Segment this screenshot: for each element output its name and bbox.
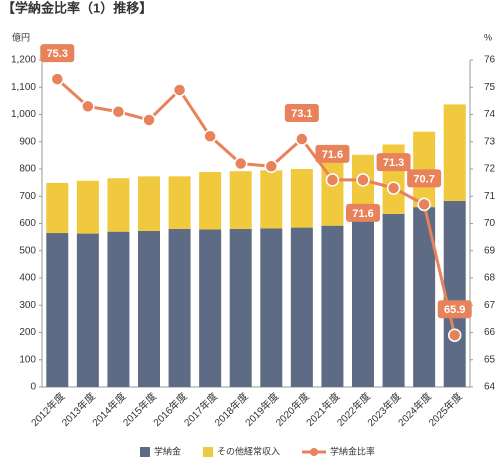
point [417, 197, 431, 212]
bar [107, 178, 130, 232]
bar [46, 233, 69, 387]
data-label: 71.6 [322, 149, 343, 161]
bar [199, 171, 222, 230]
bar [443, 200, 466, 387]
y-tick-label: 100 [19, 354, 36, 365]
y-tick-label: 800 [19, 164, 36, 175]
y-tick-label: 900 [19, 136, 36, 147]
x-tick-label: 2025年度 [426, 390, 465, 429]
bar [199, 229, 222, 387]
bar [290, 169, 313, 228]
y-tick-label: 600 [19, 218, 36, 229]
y2-tick-label: 70 [484, 218, 496, 229]
bar [352, 220, 374, 387]
y-tick-label: 1,000 [11, 109, 36, 120]
label-box [407, 169, 442, 188]
label-box [437, 300, 472, 319]
point [50, 72, 65, 86]
label-box [284, 104, 319, 123]
point [356, 173, 370, 187]
label-box [315, 144, 350, 163]
bar [107, 231, 130, 387]
y-tick-label: 1,100 [11, 82, 36, 93]
bar [413, 131, 436, 208]
point [386, 181, 401, 195]
bar [290, 227, 313, 387]
legend-label: 学納金 [154, 445, 181, 456]
data-label: 71.6 [352, 208, 373, 220]
point [111, 105, 126, 119]
point [172, 83, 187, 97]
y2-tick-label: 68 [484, 273, 496, 284]
point [325, 173, 340, 187]
bar [321, 225, 344, 387]
y2-axis-label: % [484, 32, 492, 42]
bar [76, 233, 99, 387]
label-box [346, 203, 380, 222]
data-label: 70.7 [413, 173, 434, 185]
y2-tick-label: 66 [484, 327, 496, 338]
y-tick-label: 200 [19, 327, 36, 338]
point [233, 156, 248, 171]
legend-label: 学納金比率 [330, 445, 375, 456]
bar [168, 176, 191, 229]
legend-swatch [140, 447, 150, 457]
y2-tick-label: 65 [484, 354, 496, 365]
y-tick-label: 300 [19, 300, 36, 311]
y2-tick-label: 72 [484, 164, 496, 175]
point [203, 129, 217, 144]
y-tick-label: 400 [19, 273, 36, 284]
data-label: 75.3 [47, 48, 68, 60]
bar [76, 180, 99, 234]
bar [260, 228, 283, 387]
y-axis-label: 億円 [12, 31, 30, 42]
legend-swatch [203, 447, 214, 457]
y2-tick-label: 64 [484, 382, 496, 393]
legend-swatch [310, 448, 319, 456]
bar [443, 104, 466, 201]
point [295, 132, 309, 146]
label-box [40, 44, 75, 63]
point [447, 328, 462, 342]
y2-tick-label: 74 [484, 109, 496, 120]
y2-tick-label: 69 [484, 245, 496, 256]
y2-tick-label: 76 [484, 55, 496, 66]
y-tick-label: 0 [30, 382, 36, 393]
y2-tick-label: 67 [484, 300, 496, 311]
bar [138, 176, 160, 231]
bar [168, 228, 191, 387]
bar [138, 230, 160, 387]
y-tick-label: 700 [19, 191, 36, 202]
y-tick-label: 1,200 [11, 55, 36, 66]
bar [413, 207, 436, 387]
y-tick-label: 500 [19, 245, 36, 256]
chart-title: 【学納金比率（1）推移】 [2, 0, 152, 15]
bar [229, 228, 252, 387]
point [264, 159, 279, 174]
y2-tick-label: 71 [484, 191, 496, 202]
y2-tick-label: 73 [484, 136, 496, 147]
label-box [376, 153, 411, 172]
data-label: 65.9 [444, 304, 465, 316]
bar [46, 182, 69, 234]
bar [260, 170, 283, 229]
legend-label: その他経常収入 [217, 445, 280, 456]
data-label: 71.3 [383, 157, 404, 169]
data-label: 73.1 [291, 108, 312, 120]
point [142, 113, 156, 127]
point [81, 99, 95, 114]
bar [382, 213, 405, 387]
bar [229, 171, 252, 229]
y2-tick-label: 75 [484, 82, 496, 93]
